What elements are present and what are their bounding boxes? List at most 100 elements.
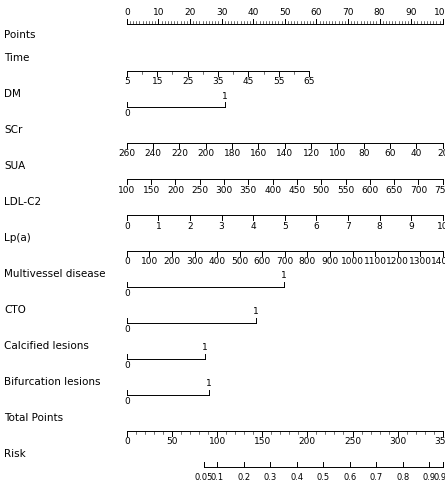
Text: 70: 70 bbox=[342, 8, 354, 17]
Text: 40: 40 bbox=[247, 8, 259, 17]
Text: 1: 1 bbox=[206, 380, 212, 388]
Text: 3: 3 bbox=[219, 222, 224, 230]
Text: 5: 5 bbox=[124, 78, 129, 86]
Text: 0: 0 bbox=[124, 361, 129, 370]
Text: 400: 400 bbox=[264, 186, 281, 194]
Text: 6: 6 bbox=[314, 222, 319, 230]
Text: 25: 25 bbox=[182, 78, 193, 86]
Text: 50: 50 bbox=[166, 438, 178, 446]
Text: Multivessel disease: Multivessel disease bbox=[4, 269, 106, 279]
Text: 150: 150 bbox=[142, 186, 160, 194]
Text: 600: 600 bbox=[361, 186, 379, 194]
Text: 100: 100 bbox=[208, 438, 226, 446]
Text: 15: 15 bbox=[151, 78, 163, 86]
Text: 20: 20 bbox=[184, 8, 196, 17]
Text: 300: 300 bbox=[389, 438, 406, 446]
Text: 4: 4 bbox=[251, 222, 256, 230]
Text: 2: 2 bbox=[187, 222, 193, 230]
Text: 65: 65 bbox=[303, 78, 315, 86]
Text: SCr: SCr bbox=[4, 125, 23, 135]
Text: 0.9: 0.9 bbox=[423, 474, 436, 482]
Text: 20: 20 bbox=[437, 150, 445, 158]
Text: 50: 50 bbox=[279, 8, 291, 17]
Text: Lp(a): Lp(a) bbox=[4, 233, 31, 243]
Text: 350: 350 bbox=[434, 438, 445, 446]
Text: 0.6: 0.6 bbox=[343, 474, 356, 482]
Text: 60: 60 bbox=[311, 8, 322, 17]
Text: 80: 80 bbox=[358, 150, 369, 158]
Text: 80: 80 bbox=[374, 8, 385, 17]
Text: Calcified lesions: Calcified lesions bbox=[4, 341, 89, 351]
Text: 0.95: 0.95 bbox=[433, 474, 445, 482]
Text: 350: 350 bbox=[240, 186, 257, 194]
Text: 240: 240 bbox=[145, 150, 162, 158]
Text: SUA: SUA bbox=[4, 161, 26, 171]
Text: CTO: CTO bbox=[4, 305, 26, 315]
Text: 0.7: 0.7 bbox=[370, 474, 383, 482]
Text: 800: 800 bbox=[299, 258, 316, 266]
Text: 1100: 1100 bbox=[364, 258, 387, 266]
Text: 0: 0 bbox=[124, 8, 129, 17]
Text: 1: 1 bbox=[281, 272, 287, 280]
Text: 0: 0 bbox=[124, 325, 129, 334]
Text: 30: 30 bbox=[216, 8, 227, 17]
Text: 180: 180 bbox=[223, 150, 241, 158]
Text: 160: 160 bbox=[250, 150, 267, 158]
Text: 140: 140 bbox=[276, 150, 293, 158]
Text: 0: 0 bbox=[124, 397, 129, 406]
Text: 100: 100 bbox=[329, 150, 346, 158]
Text: 1000: 1000 bbox=[341, 258, 364, 266]
Text: Time: Time bbox=[4, 53, 30, 63]
Text: 0: 0 bbox=[124, 289, 129, 298]
Text: Points: Points bbox=[4, 30, 36, 40]
Text: 1400: 1400 bbox=[431, 258, 445, 266]
Text: 550: 550 bbox=[337, 186, 354, 194]
Text: 700: 700 bbox=[276, 258, 293, 266]
Text: DM: DM bbox=[4, 89, 21, 99]
Text: 100: 100 bbox=[141, 258, 158, 266]
Text: 0: 0 bbox=[124, 258, 129, 266]
Text: 90: 90 bbox=[405, 8, 417, 17]
Text: Bifurcation lesions: Bifurcation lesions bbox=[4, 377, 101, 387]
Text: 40: 40 bbox=[411, 150, 422, 158]
Text: Total Points: Total Points bbox=[4, 413, 64, 423]
Text: 150: 150 bbox=[254, 438, 271, 446]
Text: 1: 1 bbox=[202, 344, 207, 352]
Text: 0.05: 0.05 bbox=[194, 474, 213, 482]
Text: 500: 500 bbox=[231, 258, 248, 266]
Text: 900: 900 bbox=[321, 258, 339, 266]
Text: 600: 600 bbox=[254, 258, 271, 266]
Text: 220: 220 bbox=[171, 150, 188, 158]
Text: 60: 60 bbox=[384, 150, 396, 158]
Text: 10: 10 bbox=[153, 8, 164, 17]
Text: 0.5: 0.5 bbox=[317, 474, 330, 482]
Text: 400: 400 bbox=[209, 258, 226, 266]
Text: 0: 0 bbox=[124, 109, 129, 118]
Text: 8: 8 bbox=[377, 222, 382, 230]
Text: LDL-C2: LDL-C2 bbox=[4, 197, 41, 207]
Text: 1200: 1200 bbox=[386, 258, 409, 266]
Text: 55: 55 bbox=[273, 78, 285, 86]
Text: 250: 250 bbox=[191, 186, 208, 194]
Text: 10: 10 bbox=[437, 222, 445, 230]
Text: 0.3: 0.3 bbox=[263, 474, 277, 482]
Text: 1: 1 bbox=[253, 308, 259, 316]
Text: 450: 450 bbox=[288, 186, 306, 194]
Text: 0: 0 bbox=[124, 438, 129, 446]
Text: 0.1: 0.1 bbox=[210, 474, 224, 482]
Text: 750: 750 bbox=[434, 186, 445, 194]
Text: 7: 7 bbox=[345, 222, 351, 230]
Text: 0.4: 0.4 bbox=[290, 474, 303, 482]
Text: Risk: Risk bbox=[4, 449, 26, 459]
Text: 5: 5 bbox=[282, 222, 287, 230]
Text: 300: 300 bbox=[186, 258, 203, 266]
Text: 0.2: 0.2 bbox=[237, 474, 250, 482]
Text: 100: 100 bbox=[434, 8, 445, 17]
Text: 0: 0 bbox=[124, 222, 129, 230]
Text: 300: 300 bbox=[215, 186, 233, 194]
Text: 120: 120 bbox=[303, 150, 320, 158]
Text: 100: 100 bbox=[118, 186, 135, 194]
Text: 45: 45 bbox=[243, 78, 254, 86]
Text: 35: 35 bbox=[212, 78, 224, 86]
Text: 700: 700 bbox=[410, 186, 427, 194]
